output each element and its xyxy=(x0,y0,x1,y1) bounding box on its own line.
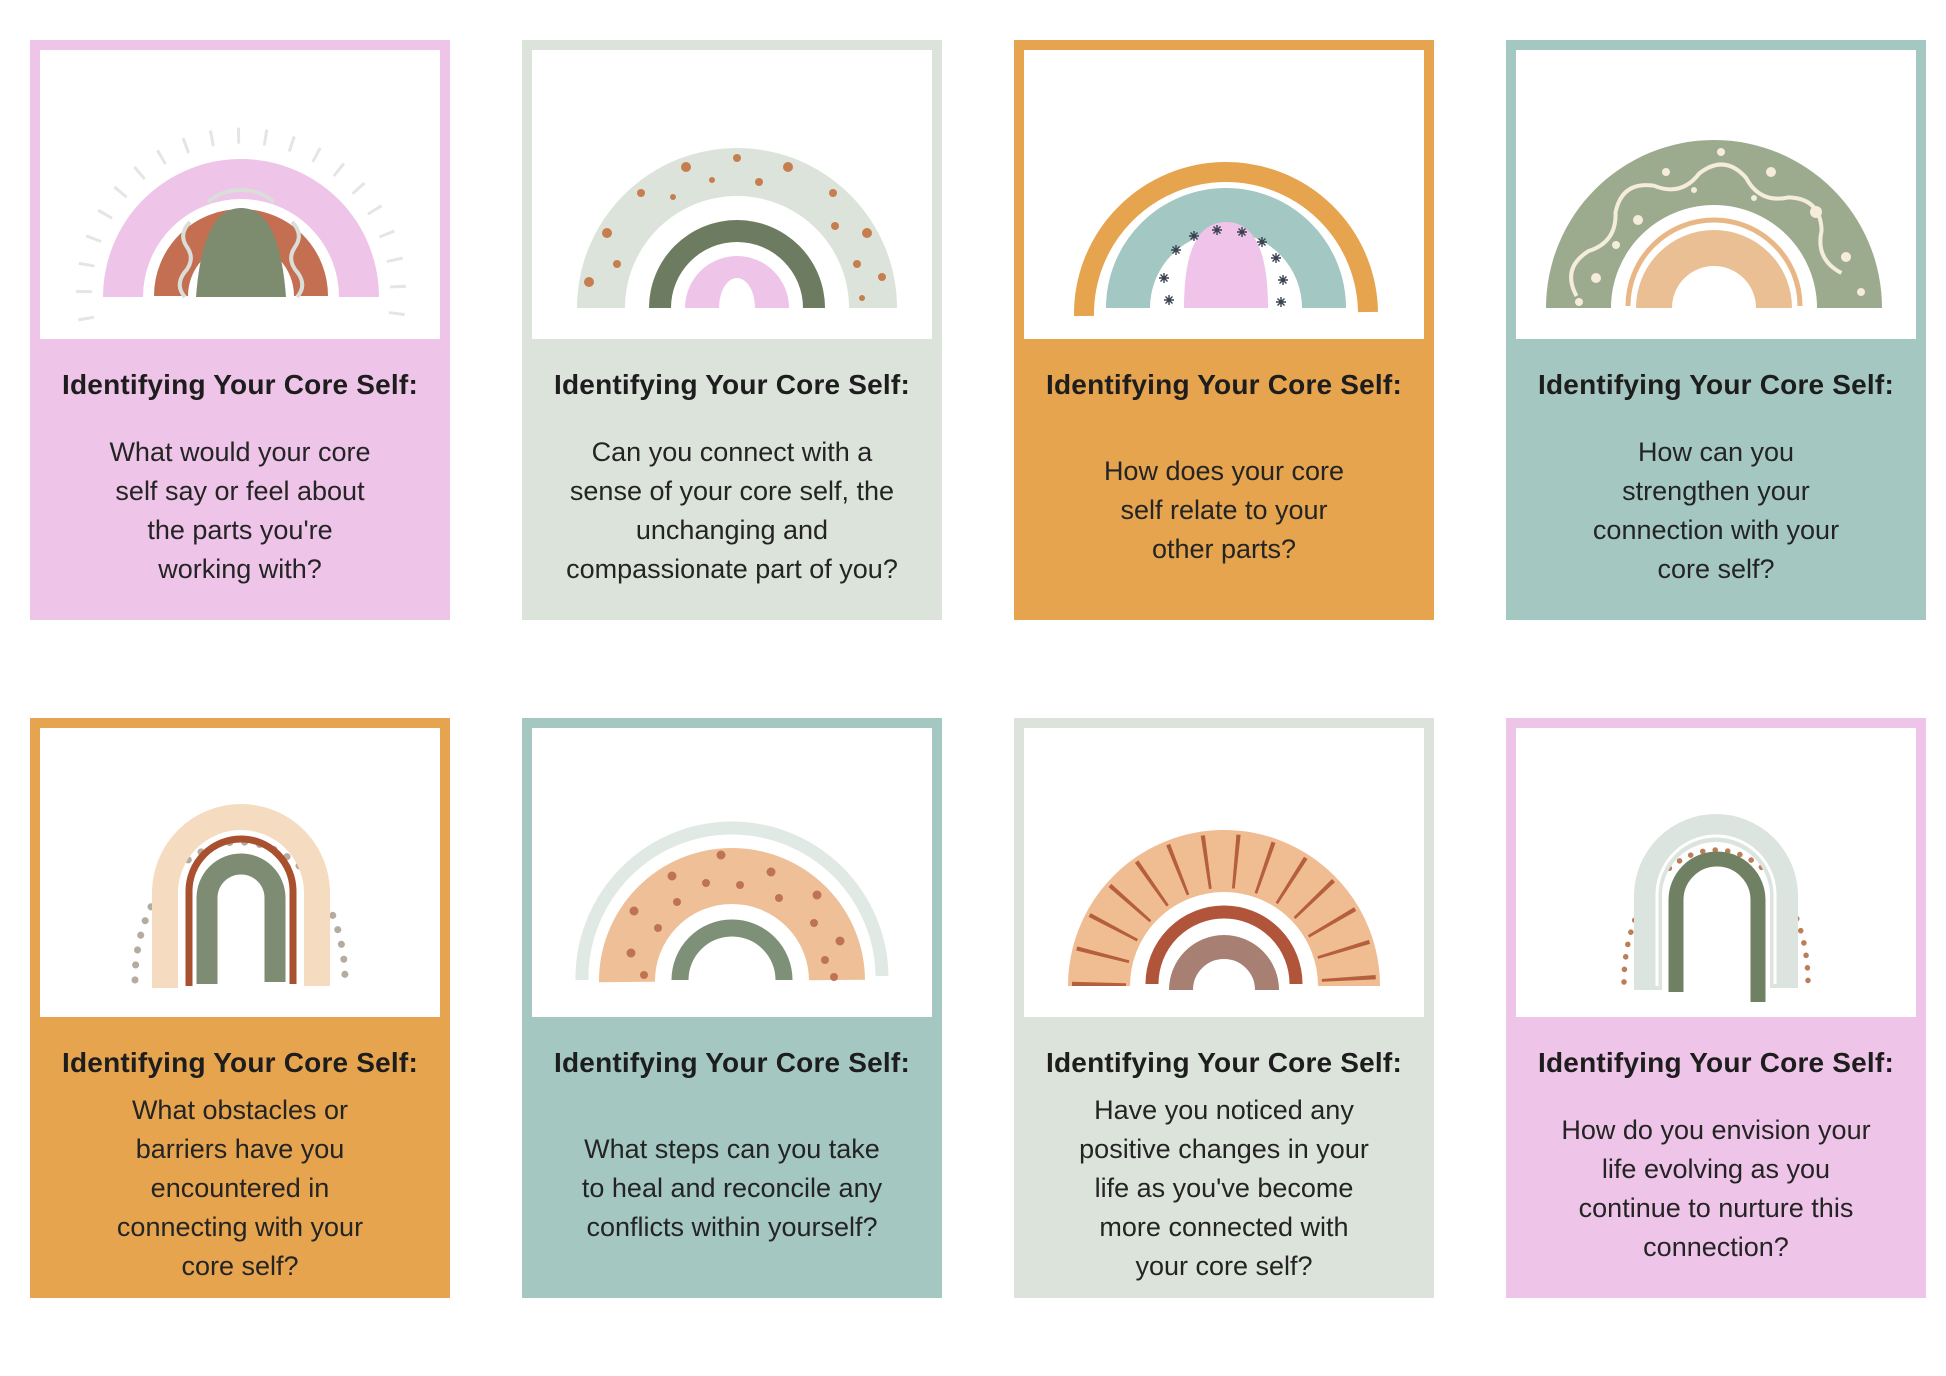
flashcard-2: Identifying Your Core Self: Can you conn… xyxy=(522,40,942,620)
card-2-heading: Identifying Your Core Self: xyxy=(554,369,910,400)
card-5-image-area xyxy=(40,728,440,1017)
card-3-text-area: Identifying Your Core Self: How does you… xyxy=(1014,339,1434,620)
flashcard-5: Identifying Your Core Self: What obstacl… xyxy=(30,718,450,1298)
rainbow-illustration-peach-dotted-mint-outline xyxy=(575,821,889,983)
card-8-question: How do you envision your life evolving a… xyxy=(1561,1114,1871,1262)
flashcard-8: Identifying Your Core Self: How do you e… xyxy=(1506,718,1926,1298)
card-3-heading: Identifying Your Core Self: xyxy=(1046,369,1402,400)
flashcard-1: Identifying Your Core Self: What would y… xyxy=(30,40,450,620)
rainbow-illustration-pink-terracotta xyxy=(76,127,407,339)
card-7-image-area xyxy=(1024,728,1424,1017)
card-1-text-area: Identifying Your Core Self: What would y… xyxy=(30,339,450,620)
card-3-question: How does your core self relate to your o… xyxy=(1103,456,1345,564)
card-6-question: What steps can you take to heal and reco… xyxy=(581,1134,883,1242)
flashcard-3: Identifying Your Core Self: How does you… xyxy=(1014,40,1434,620)
rainbow-illustration-tall-mint-rust-dots xyxy=(1621,814,1811,1002)
rainbow-illustration-green-dome-squiggle xyxy=(1546,140,1882,309)
card-4-question: How can you strengthen your connection w… xyxy=(1592,436,1840,584)
card-8-image-area xyxy=(1516,728,1916,1017)
card-5-question: What obstacles or barriers have you enco… xyxy=(116,1095,364,1281)
rainbow-illustration-sage-dotted-dome xyxy=(577,148,897,308)
card-7-text-area: Identifying Your Core Self: Have you not… xyxy=(1014,1017,1434,1298)
rainbow-illustration-peach-rust-rays xyxy=(1068,830,1380,991)
rainbow-illustration-mustard-teal-stars xyxy=(1073,162,1378,317)
card-8-text-area: Identifying Your Core Self: How do you e… xyxy=(1506,1017,1926,1298)
card-4-heading: Identifying Your Core Self: xyxy=(1538,369,1894,400)
card-6-image-area xyxy=(532,728,932,1017)
flashcard-4: Identifying Your Core Self: How can you … xyxy=(1506,40,1926,620)
card-7-question: Have you noticed any positive changes in… xyxy=(1079,1095,1369,1281)
card-5-text-area: Identifying Your Core Self: What obstacl… xyxy=(30,1017,450,1298)
card-8-heading: Identifying Your Core Self: xyxy=(1538,1047,1894,1078)
card-6-text-area: Identifying Your Core Self: What steps c… xyxy=(522,1017,942,1298)
card-2-image-area xyxy=(532,50,932,339)
rainbow-illustration-tall-dotted-outline xyxy=(131,804,349,988)
card-3-image-area xyxy=(1024,50,1424,339)
card-1-heading: Identifying Your Core Self: xyxy=(62,369,418,400)
card-7-heading: Identifying Your Core Self: xyxy=(1046,1047,1402,1078)
flashcard-6: Identifying Your Core Self: What steps c… xyxy=(522,718,942,1298)
card-5-heading: Identifying Your Core Self: xyxy=(62,1047,418,1078)
card-2-text-area: Identifying Your Core Self: Can you conn… xyxy=(522,339,942,620)
card-4-image-area xyxy=(1516,50,1916,339)
card-1-question: What would your core self say or feel ab… xyxy=(109,436,371,584)
card-6-heading: Identifying Your Core Self: xyxy=(554,1047,910,1078)
card-2-question: Can you connect with a sense of your cor… xyxy=(566,436,898,584)
card-4-text-area: Identifying Your Core Self: How can you … xyxy=(1506,339,1926,620)
flashcard-7: Identifying Your Core Self: Have you not… xyxy=(1014,718,1434,1298)
card-1-image-area xyxy=(40,50,440,339)
